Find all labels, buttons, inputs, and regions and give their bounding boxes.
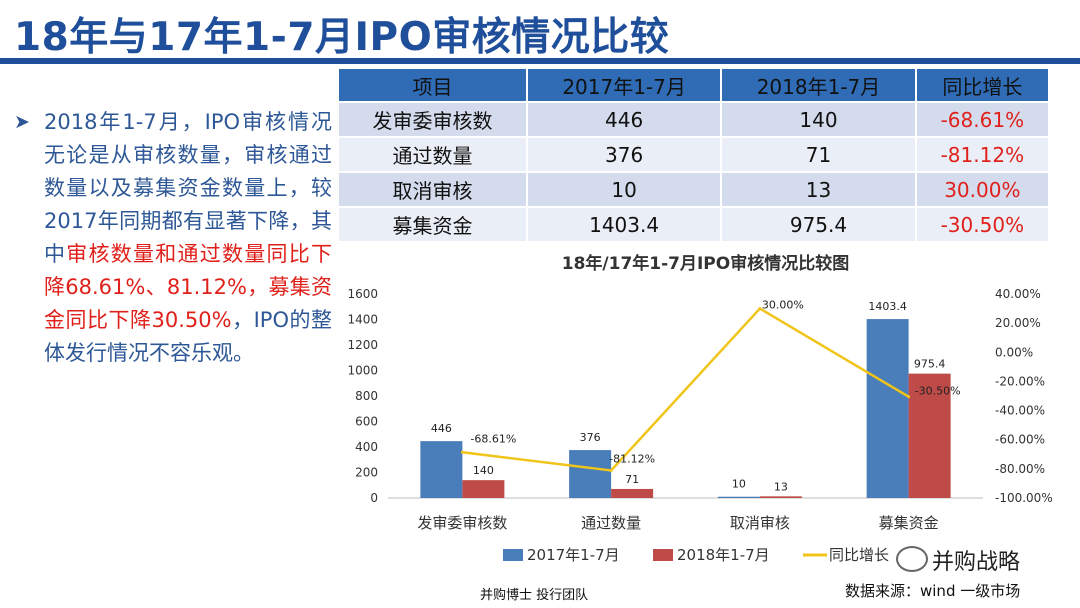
wechat-watermark-icon <box>896 546 928 572</box>
right-axis-tick-label: -20.00% <box>995 374 1045 388</box>
left-axis-tick-label: 1200 <box>347 338 378 352</box>
growth-point <box>907 395 911 399</box>
left-axis-tick-label: 1600 <box>347 287 378 301</box>
table-cell: 发审委审核数 <box>337 101 528 138</box>
left-axis-tick-label: 0 <box>370 491 378 505</box>
category-label: 发审委审核数 <box>417 514 507 532</box>
growth-point <box>460 450 464 454</box>
growth-data-label: 30.00% <box>762 299 804 312</box>
table-cell: 通过数量 <box>337 136 528 173</box>
bar-data-label: 975.4 <box>914 358 946 371</box>
legend-label: 2018年1-7月 <box>677 546 770 564</box>
bullet-text-2: ，IPO的整体发行情况不容乐观。 <box>44 308 332 365</box>
right-axis-tick-label: 40.00% <box>995 287 1041 301</box>
bar-2018 <box>759 496 802 498</box>
table-row: 通过数量 376 71 -81.12% <box>337 136 1051 173</box>
legend-label: 2017年1-7月 <box>527 546 620 564</box>
growth-data-label: -68.61% <box>470 432 516 445</box>
data-source: 数据来源：wind 一级市场 <box>845 582 1021 600</box>
table-cell: 13 <box>720 171 917 208</box>
right-axis-tick-label: -100.00% <box>995 491 1053 505</box>
bar-data-label: 1403.4 <box>868 300 907 313</box>
left-axis-tick-label: 200 <box>355 466 378 480</box>
left-axis-tick-label: 600 <box>355 415 378 429</box>
category-label: 取消审核 <box>730 514 790 532</box>
team-label: 并购博士 投行团队 <box>480 588 589 603</box>
bar-2018 <box>462 480 505 498</box>
bar-2017 <box>420 441 463 498</box>
bullet-paragraph: 2018年1-7月，IPO审核情况无论是从审核数量，审核通过数量以及募集资金数量… <box>44 106 332 370</box>
growth-point <box>609 468 613 472</box>
table-cell: -81.12% <box>914 136 1051 173</box>
table-cell: 71 <box>720 136 917 173</box>
right-axis-tick-label: -60.00% <box>995 433 1045 447</box>
bar-data-label: 13 <box>774 480 788 493</box>
table-cell: 140 <box>720 101 917 138</box>
category-label: 通过数量 <box>581 514 641 532</box>
table-cell: 376 <box>525 136 723 173</box>
table-cell: -68.61% <box>914 101 1051 138</box>
growth-line <box>462 306 910 472</box>
bar-data-label: 376 <box>580 431 601 444</box>
slide-title: 18年与17年1-7月IPO审核情况比较 <box>14 15 670 60</box>
chart-title: 18年/17年1-7月IPO审核情况比较图 <box>562 253 849 274</box>
bar-2017 <box>569 450 612 498</box>
table-header-row: 项目 2017年1-7月 2018年1-7月 同比增长 <box>337 67 1051 103</box>
growth-point <box>758 307 762 311</box>
bar-2017 <box>866 319 909 498</box>
table-cell: 446 <box>525 101 723 138</box>
table-header-growth: 同比增长 <box>914 67 1051 103</box>
right-axis-tick-label: 0.00% <box>995 345 1033 359</box>
bar-2017 <box>717 496 760 498</box>
growth-data-label: -30.50% <box>915 385 961 398</box>
bar-2018 <box>908 373 951 498</box>
table-header-2017: 2017年1-7月 <box>525 67 723 103</box>
bar-data-label: 71 <box>625 473 639 486</box>
table-cell: 10 <box>525 171 723 208</box>
title-underline <box>0 58 1080 64</box>
left-axis-tick-label: 1400 <box>347 313 378 327</box>
table-cell: 募集资金 <box>337 206 528 243</box>
table-header-item: 项目 <box>337 67 528 103</box>
legend-swatch <box>503 549 523 561</box>
ipo-comparison-chart: 18年/17年1-7月IPO审核情况比较图 0 200 400 600 800 1000 12… <box>347 253 1053 564</box>
table-row: 募集资金 1403.4 975.4 -30.50% <box>337 206 1051 243</box>
legend-swatch <box>653 549 673 561</box>
right-axis-tick-label: 20.00% <box>995 316 1041 330</box>
comparison-table: 项目 2017年1-7月 2018年1-7月 同比增长 发审委审核数 446 1… <box>337 67 1051 243</box>
bar-data-label: 446 <box>431 422 452 435</box>
legend-label: 同比增长 <box>829 546 889 564</box>
table-row: 发审委审核数 446 140 -68.61% <box>337 101 1051 138</box>
bullet-highlight: 审核数量和通过数量同比下降68.61%、81.12%，募集资金同比下降30.50… <box>44 242 332 332</box>
table-cell: 975.4 <box>720 206 917 243</box>
bar-2018 <box>611 488 654 498</box>
bar-data-label: 140 <box>473 464 494 477</box>
table-cell: -30.50% <box>914 206 1051 243</box>
category-label: 募集资金 <box>879 514 939 532</box>
table-cell: 30.00% <box>914 171 1051 208</box>
summary-bullet: ➤ 2018年1-7月，IPO审核情况无论是从审核数量，审核通过数量以及募集资金… <box>14 106 332 370</box>
table-header-2018: 2018年1-7月 <box>720 67 917 103</box>
table-cell: 取消审核 <box>337 171 528 208</box>
left-axis-tick-label: 1000 <box>347 364 378 378</box>
watermark-text: 并购战略 <box>932 550 1021 575</box>
growth-data-label: -81.12% <box>609 452 655 465</box>
right-axis-tick-label: -80.00% <box>995 462 1045 476</box>
bullet-arrow-icon: ➤ <box>14 111 30 133</box>
right-axis-tick-label: -40.00% <box>995 404 1045 418</box>
left-axis-tick-label: 800 <box>355 389 378 403</box>
table-row: 取消审核 10 13 30.00% <box>337 171 1051 208</box>
bar-data-label: 10 <box>732 478 746 491</box>
table-cell: 1403.4 <box>525 206 723 243</box>
bullet-text-1: 2018年1-7月，IPO审核情况无论是从审核数量，审核通过数量以及募集资金数量… <box>44 110 332 266</box>
left-axis-tick-label: 400 <box>355 440 378 454</box>
